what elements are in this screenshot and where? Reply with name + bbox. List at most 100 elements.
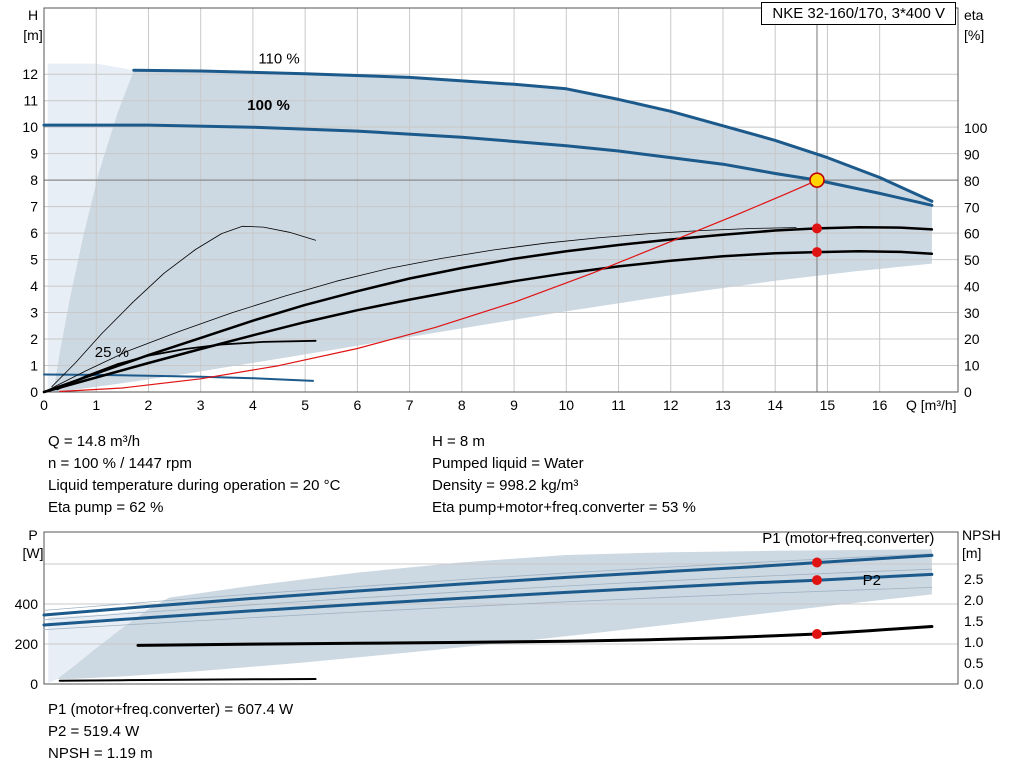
npsh-marker <box>811 629 822 640</box>
y-left-tick-label: 200 <box>15 636 39 652</box>
info-line-eta-total: Eta pump+motor+freq.converter = 53 % <box>432 499 696 516</box>
duty-point[interactable] <box>809 172 825 188</box>
y-left-tick-label: 6 <box>30 225 38 241</box>
power-fan-line-1 <box>43 553 933 611</box>
y-right-tick-label: 0.5 <box>964 655 984 671</box>
power-25-curve <box>58 678 317 682</box>
y-left-tick-label: 4 <box>30 278 38 294</box>
eta-duty-curve <box>59 179 818 393</box>
info-line-eta-pump: Eta pump = 62 % <box>48 499 164 516</box>
x-tick-label: 8 <box>458 397 466 413</box>
eta-total-marker <box>811 247 822 258</box>
y-right-axis-label: NPSH <box>962 527 1001 543</box>
x-tick-label: 5 <box>301 397 309 413</box>
power-fan-line-3 <box>43 587 933 630</box>
eta-total-25-curve <box>56 339 317 391</box>
x-axis-label: Q [m³/h] <box>906 397 957 413</box>
y-right-tick-label: 50 <box>964 252 980 268</box>
x-tick-label: 14 <box>767 397 783 413</box>
x-tick-label: 0 <box>40 397 48 413</box>
curve-label: 100 % <box>247 97 290 114</box>
y-right-tick-label: 20 <box>964 331 980 347</box>
y-right-tick-label: 0.0 <box>964 676 984 692</box>
x-tick-label: 1 <box>92 397 100 413</box>
eta-thin-curve <box>43 227 797 393</box>
plot-border <box>43 531 959 685</box>
x-tick-label: 2 <box>145 397 153 413</box>
p2-marker <box>811 575 822 586</box>
y-right-axis-unit: [m] <box>962 545 981 561</box>
y-right-tick-label: 90 <box>964 146 980 162</box>
info-line-h: H = 8 m <box>432 433 485 450</box>
x-tick-label: 16 <box>872 397 888 413</box>
y-left-axis-unit: [m] <box>23 27 42 43</box>
info-line-q: Q = 14.8 m³/h <box>48 433 141 450</box>
x-tick-label: 4 <box>249 397 257 413</box>
y-left-tick-label: 10 <box>22 119 38 135</box>
y-left-tick-label: 2 <box>30 331 38 347</box>
p1-curve <box>42 553 934 617</box>
y-right-tick-label: 60 <box>964 226 980 242</box>
y-left-tick-label: 400 <box>15 596 39 612</box>
curve-label: P1 (motor+freq.converter) <box>762 530 934 547</box>
npsh-curve <box>136 625 934 647</box>
y-right-tick-label: 80 <box>964 173 980 189</box>
y-left-axis-label: H <box>28 7 38 23</box>
result-info: P1 (motor+freq.converter) = 607.4 W P2 =… <box>48 699 293 765</box>
y-left-tick-label: 9 <box>30 146 38 162</box>
p1-marker <box>811 557 822 568</box>
y-left-tick-label: 5 <box>30 252 38 268</box>
y-right-tick-label: 2.0 <box>964 592 984 608</box>
info-line-temperature: Liquid temperature during operation = 20… <box>48 477 341 494</box>
x-tick-label: 13 <box>715 397 731 413</box>
x-tick-label: 10 <box>558 397 574 413</box>
y-left-tick-label: 7 <box>30 199 38 215</box>
x-tick-label: 9 <box>510 397 518 413</box>
curve-label: 110 % <box>258 51 299 68</box>
allowed-operating-range <box>53 70 932 392</box>
y-left-tick-label: 8 <box>30 172 38 188</box>
result-line-p1: P1 (motor+freq.converter) = 607.4 W <box>48 701 294 718</box>
x-tick-label: 6 <box>353 397 361 413</box>
x-tick-label: 3 <box>197 397 205 413</box>
info-line-liquid: Pumped liquid = Water <box>432 455 584 472</box>
speed-110-curve <box>132 68 934 203</box>
y-right-tick-label: 100 <box>964 120 988 136</box>
y-right-tick-label: 10 <box>964 358 980 374</box>
speed-25-curve <box>43 373 314 382</box>
y-right-tick-label: 30 <box>964 305 980 321</box>
eta-pump-marker <box>811 223 822 234</box>
pump-title-box: NKE 32-160/170, 3*400 V <box>761 2 956 25</box>
curve-label: P2 <box>863 572 881 589</box>
y-left-tick-label: 1 <box>30 358 38 374</box>
eta-pump-25-curve <box>51 225 317 388</box>
hq-eta-chart-canvas[interactable]: 110 %100 %25 %0 1 2 3 4 5 6 7 8 9 10 11 12 13 14 15 1601… <box>0 0 1024 420</box>
y-right-tick-label: 1.0 <box>964 634 984 650</box>
y-left-axis-unit: [W] <box>23 545 44 561</box>
power-operating-range <box>57 549 932 679</box>
y-right-tick-label: 0 <box>964 384 972 400</box>
y-right-tick-label: 1.5 <box>964 613 984 629</box>
x-tick-label: 15 <box>820 397 836 413</box>
operating-point-info-left: Q = 14.8 m³/h n = 100 % / 1447 rpm Liqui… <box>48 431 340 519</box>
operating-point-info-right: H = 8 m Pumped liquid = Water Density = … <box>432 431 696 519</box>
x-tick-label: 12 <box>663 397 679 413</box>
y-left-tick-label: 0 <box>30 384 38 400</box>
y-left-tick-label: 11 <box>23 93 38 109</box>
y-left-tick-label: 12 <box>22 66 38 82</box>
y-right-axis-unit: [%] <box>964 27 984 43</box>
y-left-tick-label: 3 <box>30 305 38 321</box>
result-line-p2: P2 = 519.4 W <box>48 723 140 740</box>
y-right-tick-label: 2.5 <box>964 571 984 587</box>
y-left-axis-label: P <box>28 527 37 543</box>
power-fan-line-2 <box>43 568 933 620</box>
y-right-axis-label: eta <box>964 7 984 23</box>
plot-border <box>43 7 959 393</box>
p2-curve <box>42 572 934 627</box>
info-line-density: Density = 998.2 kg/m³ <box>432 477 579 494</box>
low-flow-range <box>47 63 134 392</box>
info-line-speed: n = 100 % / 1447 rpm <box>48 455 192 472</box>
power-npsh-chart-canvas[interactable]: P1 (motor+freq.converter) P2 0 200 400 0.0 0.5… <box>0 518 1024 781</box>
y-right-tick-label: 70 <box>964 199 980 215</box>
